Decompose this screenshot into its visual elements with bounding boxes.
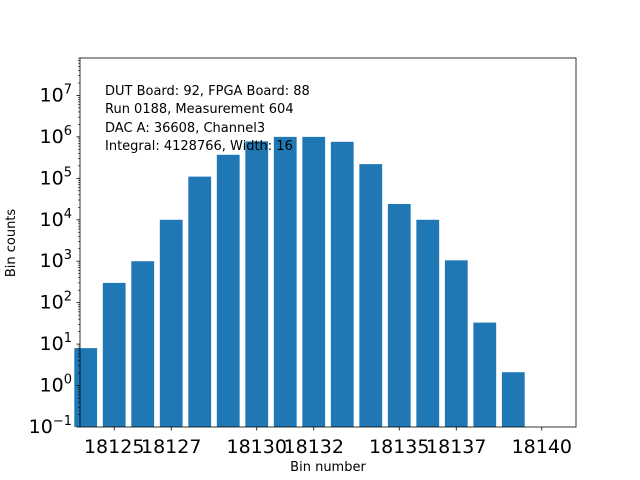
bar-18126 — [131, 261, 155, 427]
bar-18138 — [473, 322, 497, 427]
bar-18139 — [501, 372, 525, 427]
bar-18137 — [444, 260, 468, 427]
y-tick-label: 10−1 — [29, 414, 72, 438]
y-axis-label: Bin counts — [4, 209, 19, 278]
x-tick-label: 18127 — [141, 436, 201, 458]
x-tick-label: 18140 — [512, 436, 572, 458]
y-tick-label: 102 — [40, 290, 72, 314]
bar-18135 — [387, 204, 411, 427]
annotation-line-4: Integral: 4128766, Width: 16 — [105, 139, 293, 154]
plot-frame — [79, 57, 577, 428]
bar-18132 — [302, 136, 326, 427]
bar-18134 — [359, 164, 383, 427]
annotation-line-3: DAC A: 36608, Channel3 — [105, 121, 265, 136]
y-tick-label: 106 — [40, 124, 72, 148]
y-tick-label: 103 — [40, 248, 72, 272]
bar-18128 — [188, 176, 212, 427]
y-tick-label: 107 — [40, 82, 72, 106]
x-axis-label: Bin number — [290, 460, 366, 475]
bars-group — [74, 136, 525, 427]
bar-18127 — [159, 219, 183, 427]
annotation-block: DUT Board: 92, FPGA Board: 88 Run 0188, … — [105, 84, 310, 154]
bar-18124 — [74, 348, 98, 427]
bar-18136 — [416, 219, 440, 427]
x-tick-label: 18130 — [227, 436, 287, 458]
annotation-line-1: DUT Board: 92, FPGA Board: 88 — [105, 84, 310, 99]
bar-18131 — [273, 136, 297, 427]
x-tick-label: 18135 — [369, 436, 429, 458]
bar-18130 — [245, 141, 269, 427]
bar-18129 — [216, 154, 240, 427]
bar-18133 — [330, 141, 354, 427]
y-tick-label: 100 — [40, 373, 72, 397]
bar-18125 — [102, 282, 126, 427]
y-tick-label: 104 — [40, 207, 72, 231]
x-tick-label: 18132 — [284, 436, 344, 458]
annotation-line-2: Run 0188, Measurement 604 — [105, 102, 294, 117]
y-tick-label: 101 — [40, 331, 72, 355]
x-tick-label: 18137 — [426, 436, 486, 458]
y-tick-label: 105 — [40, 165, 72, 189]
y-axis-ticks: 10−1 100 101 102 103 104 105 106 107 — [29, 57, 80, 438]
x-tick-label: 18125 — [84, 436, 144, 458]
